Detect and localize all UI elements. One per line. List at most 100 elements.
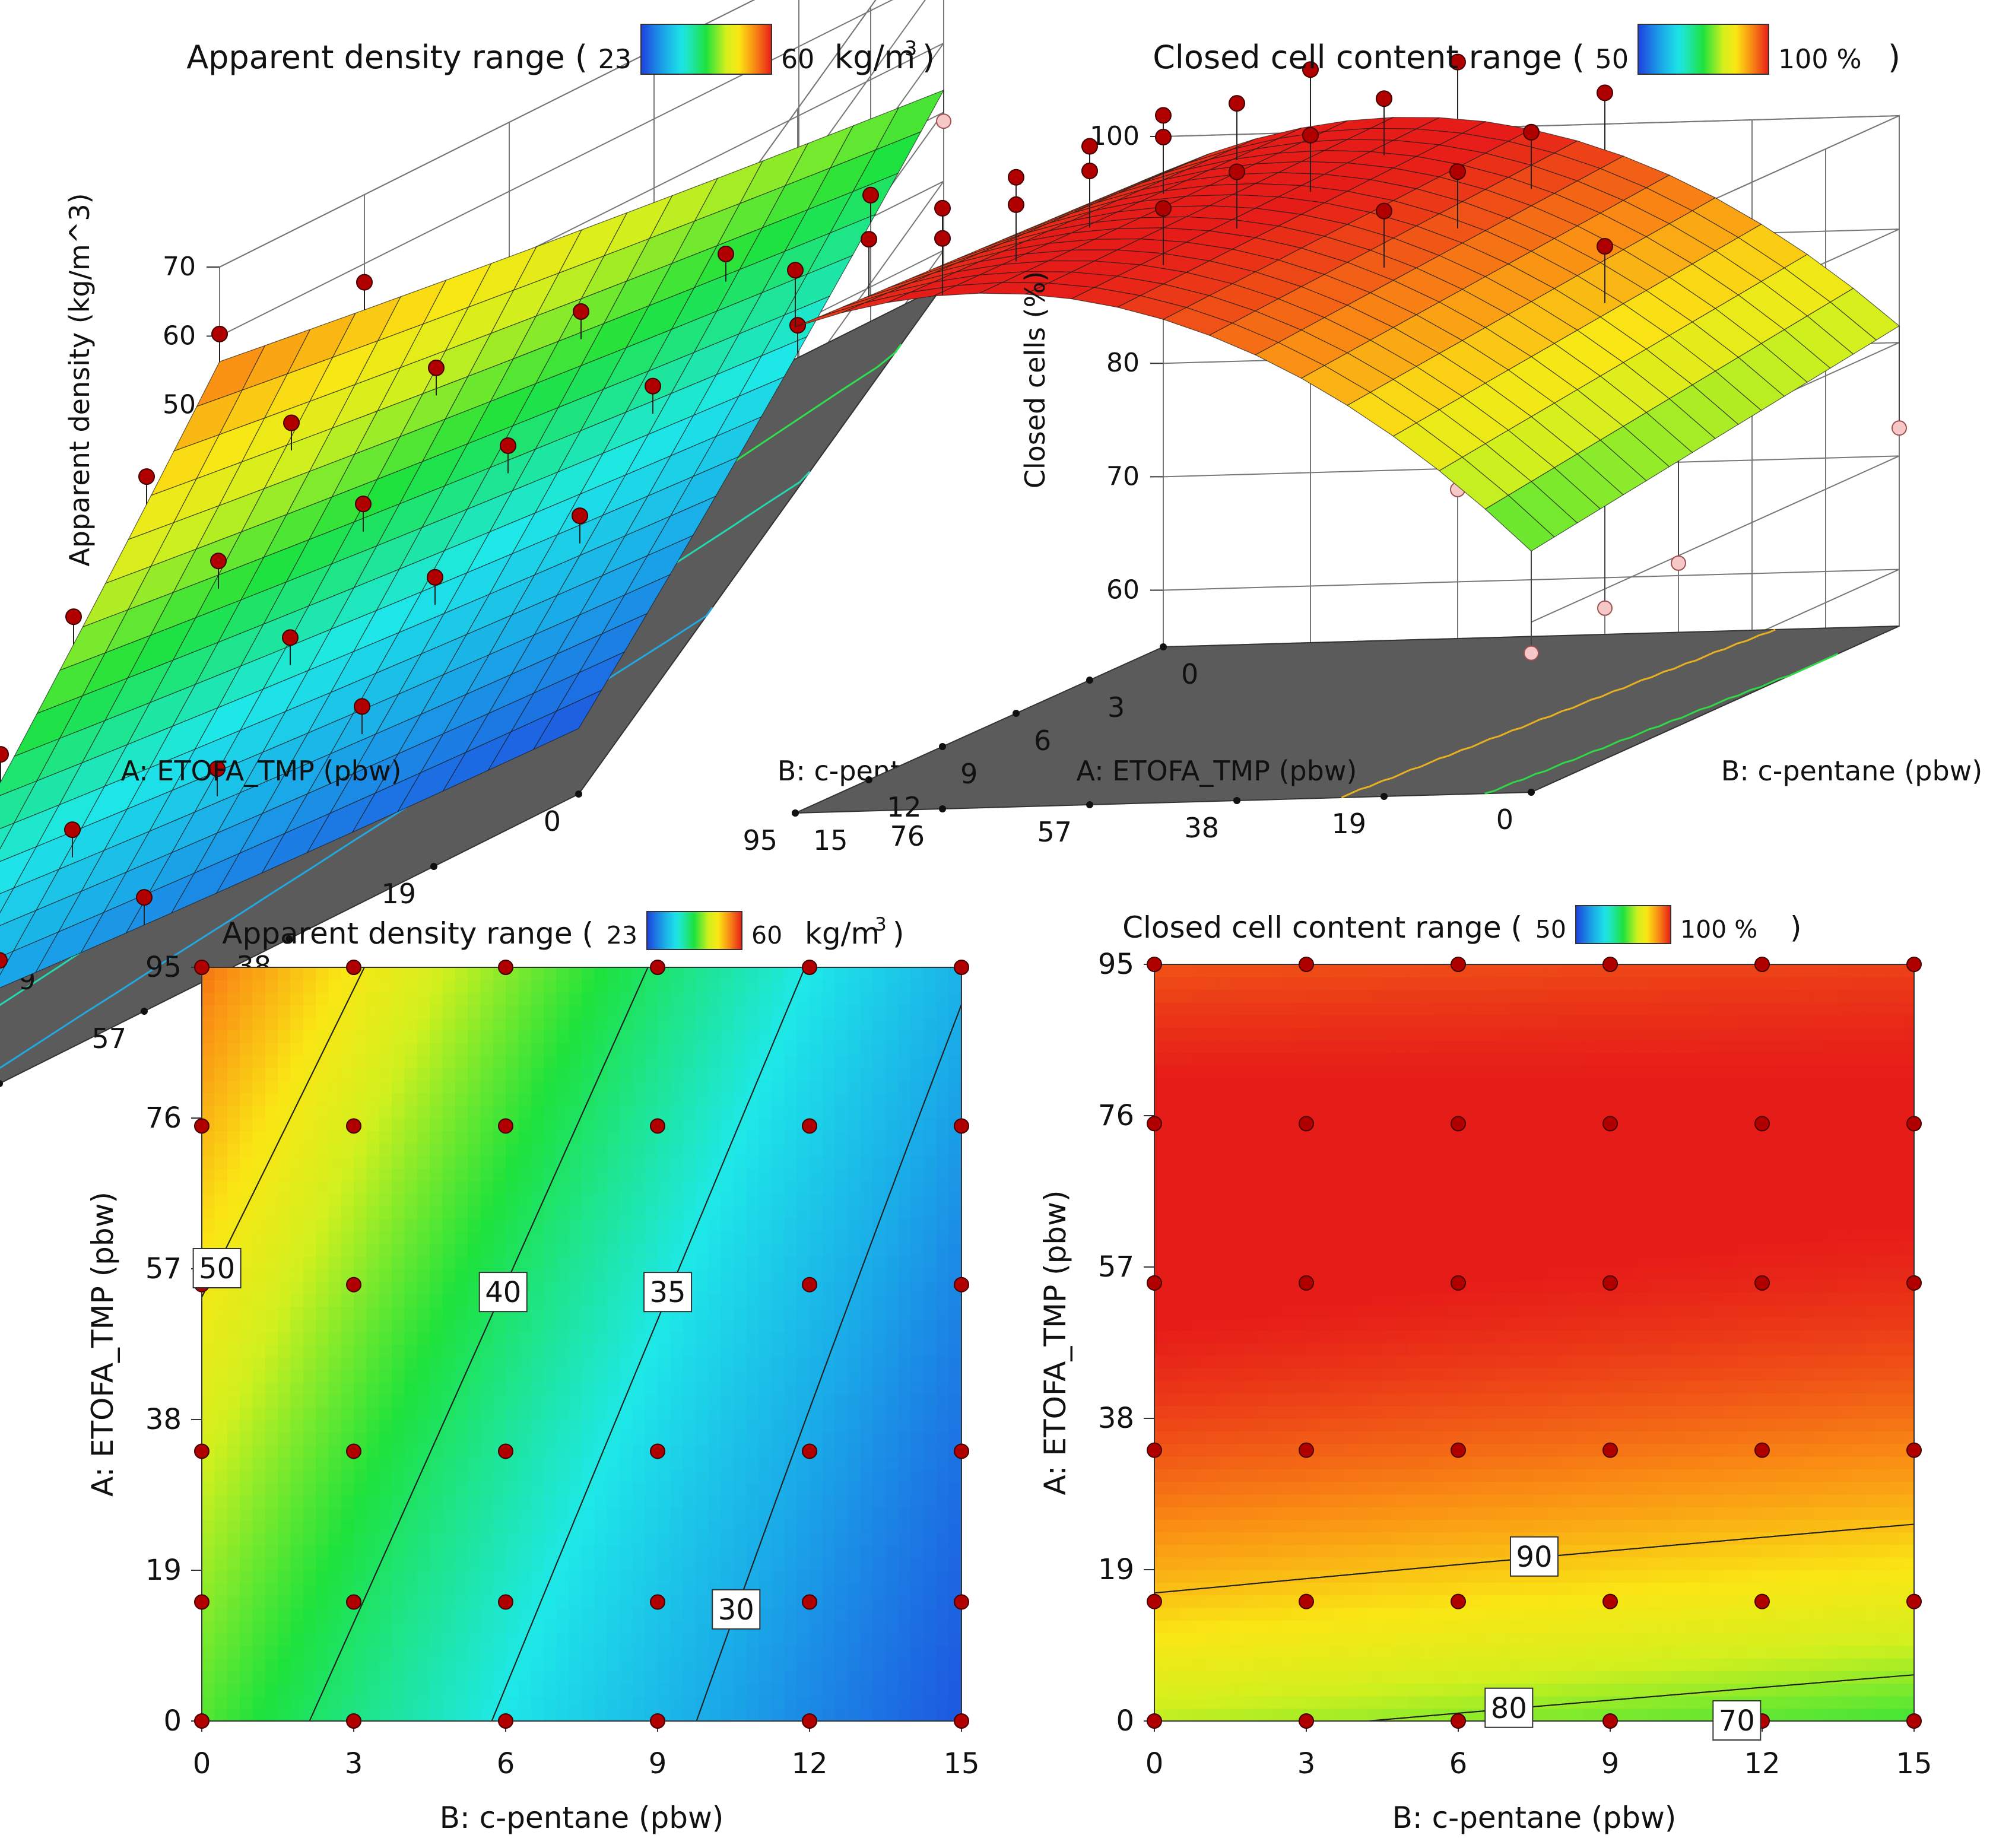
contour-cell — [1218, 1255, 1231, 1268]
design-point — [66, 609, 81, 624]
contour-cell — [772, 980, 785, 993]
a-axis-tick — [1528, 789, 1535, 796]
contour-cell — [860, 1520, 873, 1533]
contour-cell — [1243, 1279, 1256, 1293]
contour-cell — [923, 1495, 937, 1508]
contour-cell — [430, 1533, 443, 1546]
contour-cell — [1180, 1406, 1193, 1419]
contour-cell — [202, 1030, 215, 1043]
contour-cell — [721, 1118, 734, 1131]
contour-cell — [468, 1470, 481, 1483]
contour-cell — [290, 1684, 303, 1697]
contour-cell — [936, 1332, 949, 1345]
contour-cell — [265, 1709, 278, 1722]
contour-cell — [455, 1696, 468, 1709]
contour-cell — [531, 1256, 544, 1269]
contour-cell — [594, 1244, 607, 1257]
contour-cell — [620, 1357, 633, 1370]
contour-cell — [366, 1244, 379, 1257]
contour-cell — [810, 1646, 823, 1659]
contour-cell — [949, 1533, 962, 1546]
contour-cell — [772, 1131, 785, 1144]
contour-cell — [1205, 1343, 1218, 1356]
contour-cell — [227, 1545, 240, 1558]
contour-cell — [734, 1005, 747, 1018]
contour-cell — [214, 1696, 227, 1709]
contour-cell — [417, 1395, 430, 1408]
contour-cell — [417, 1369, 430, 1382]
contour-cell — [746, 1344, 759, 1357]
contour-cell — [493, 1206, 506, 1219]
contour-cell — [632, 1357, 645, 1370]
design-point — [1082, 139, 1097, 154]
contour-cell — [480, 1595, 493, 1608]
contour-cell — [708, 1256, 721, 1269]
contour-cell — [620, 1696, 633, 1709]
contour-cell — [1180, 1456, 1193, 1469]
contour-cell — [430, 1332, 443, 1345]
contour-cell — [556, 1344, 569, 1357]
contour-cell — [911, 1608, 924, 1621]
contour-cell — [1167, 1481, 1180, 1494]
contour-cell — [506, 1583, 519, 1596]
contour-cell — [544, 1684, 557, 1697]
contour-cell — [442, 1646, 455, 1659]
colorbar-unit: kg/m — [805, 916, 880, 951]
contour-cell — [784, 1093, 797, 1106]
contour-cell — [442, 1382, 455, 1395]
contour-cell — [594, 1482, 607, 1495]
contour-cell — [1218, 1582, 1231, 1595]
contour-cell — [1192, 1519, 1205, 1532]
contour-cell — [556, 1658, 569, 1671]
contour-cell — [531, 1482, 544, 1495]
contour-cell — [202, 1332, 215, 1345]
contour-cell — [379, 1093, 392, 1106]
contour-cell — [227, 1671, 240, 1684]
contour-cell — [1154, 1141, 1167, 1154]
contour-cell — [518, 1420, 531, 1433]
contour-cell — [772, 1608, 785, 1621]
contour-cell — [290, 1081, 303, 1094]
contour-cell — [1154, 1620, 1167, 1633]
contour-cell — [873, 1444, 886, 1458]
contour-cell — [670, 1131, 683, 1144]
design-point — [499, 1595, 513, 1609]
contour-cell — [366, 1658, 379, 1671]
contour-cell — [582, 1621, 595, 1634]
contour-cell — [822, 1608, 835, 1621]
contour-cell — [886, 1570, 899, 1583]
a-axis-tick-label: 38 — [1184, 812, 1219, 844]
a-axis-tick-label: 57 — [91, 1023, 126, 1055]
contour-cell — [810, 1181, 823, 1194]
contour-cell — [911, 1533, 924, 1546]
contour-cell — [734, 1684, 747, 1697]
contour-cell — [1205, 1053, 1218, 1066]
contour-cell — [303, 967, 316, 980]
contour-cell — [214, 1218, 227, 1231]
contour-cell — [898, 1218, 911, 1231]
contour-cell — [328, 1106, 341, 1119]
contour-cell — [1218, 1343, 1231, 1356]
contour-cell — [582, 1646, 595, 1659]
contour-cell — [404, 1570, 417, 1583]
contour-cell — [835, 1043, 848, 1056]
contour-cell — [417, 1118, 430, 1131]
contour-cell — [810, 992, 823, 1005]
contour-cell — [759, 1106, 772, 1119]
contour-cell — [290, 1206, 303, 1219]
contour-cell — [797, 1169, 810, 1182]
contour-cell — [696, 980, 709, 993]
contour-cell — [784, 1068, 797, 1081]
contour-cell — [316, 1256, 329, 1269]
contour-cell — [1243, 1267, 1256, 1280]
contour-cell — [531, 1558, 544, 1571]
contour-cell — [569, 1093, 582, 1106]
contour-cell — [1180, 964, 1193, 977]
contour-cell — [468, 1621, 481, 1634]
contour-cell — [848, 980, 861, 993]
contour-cell — [607, 1621, 620, 1634]
contour-cell — [936, 1583, 949, 1596]
contour-cell — [1205, 1582, 1218, 1595]
contour-cell — [759, 1093, 772, 1106]
contour-cell — [898, 1118, 911, 1131]
